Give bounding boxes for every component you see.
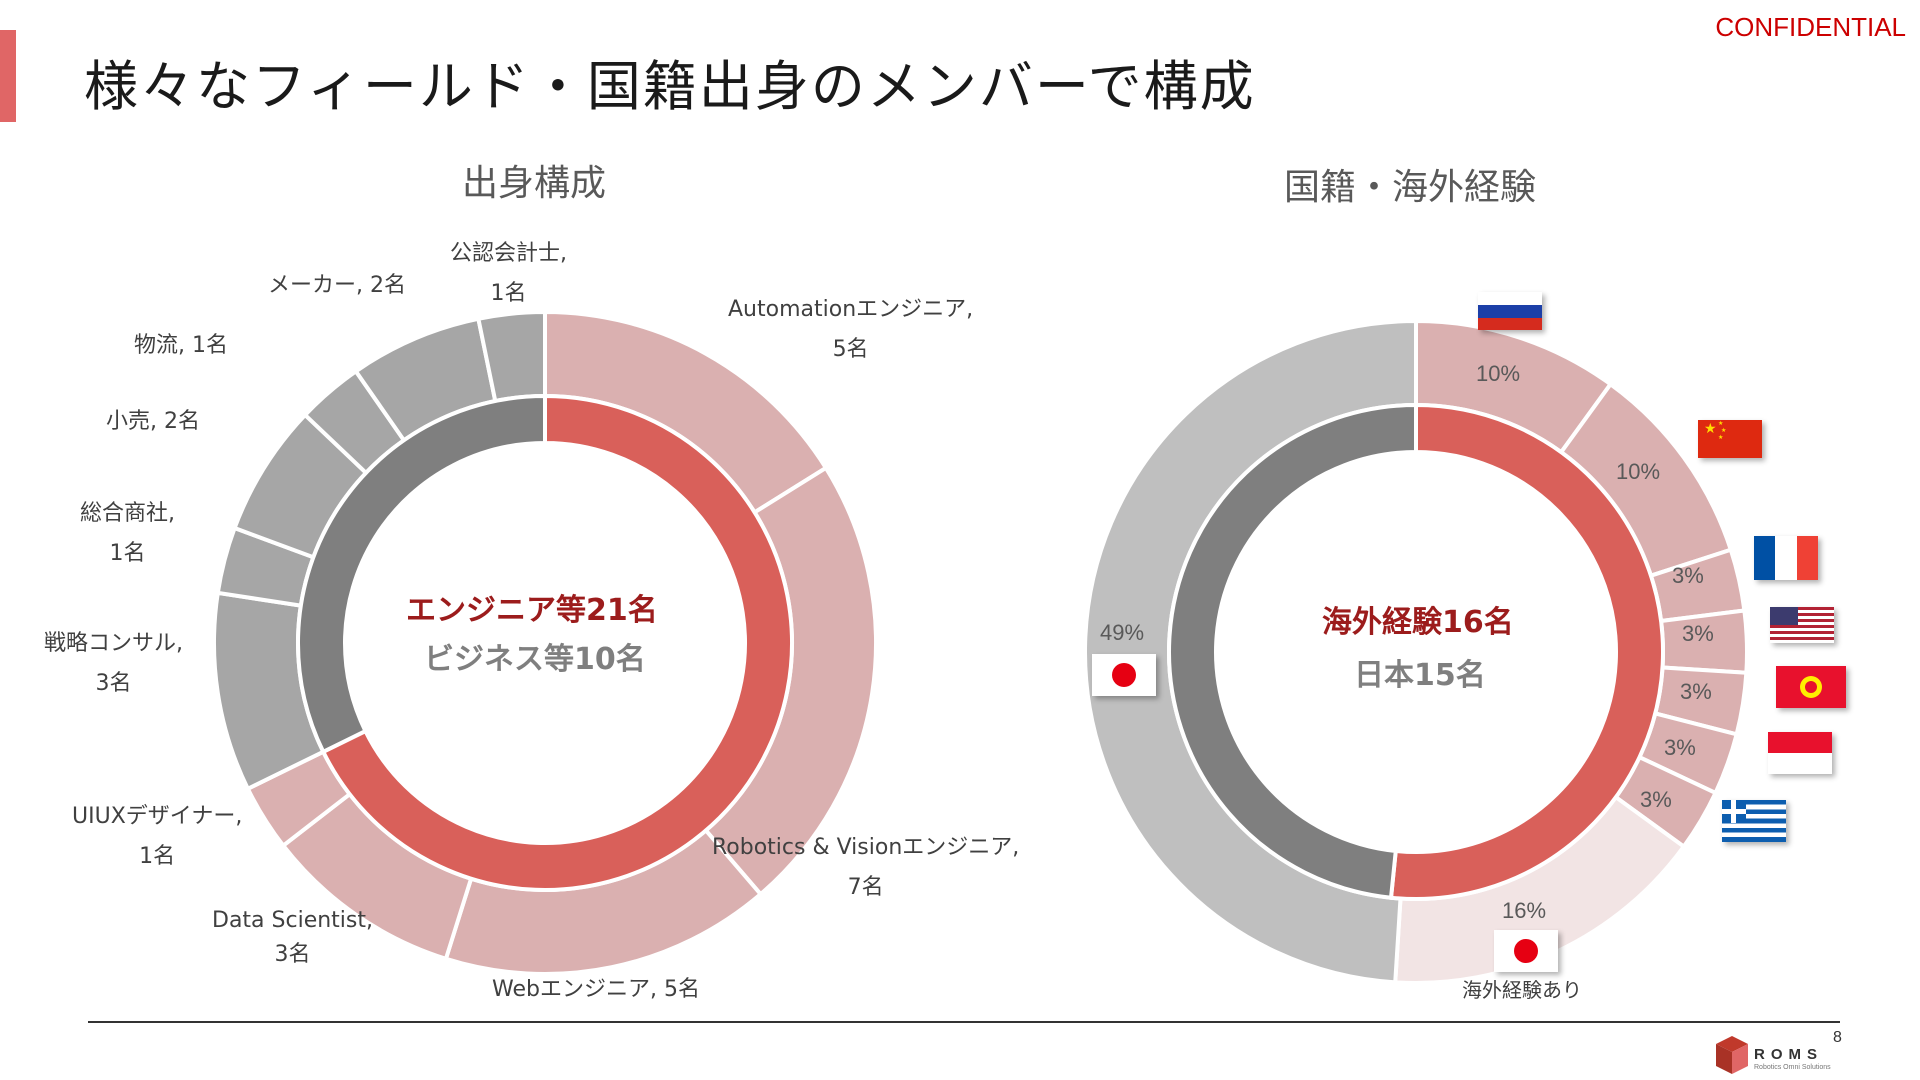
label-consulting: 戦略コンサル, 3名 <box>44 631 183 696</box>
japan-flag-icon <box>1092 654 1156 696</box>
donut-background <box>212 309 878 976</box>
label-web: Webエンジニア, 5名 <box>492 977 700 1002</box>
label-uiux: UIUXデザイナー, 1名 <box>72 804 243 869</box>
roms-logo-icon <box>1716 1036 1748 1074</box>
inner2-slice-0 <box>1388 402 1665 901</box>
inner2-slice-1 <box>1166 402 1418 900</box>
center-japan-count: 日本15名 <box>1354 658 1486 693</box>
greece-flag-icon <box>1722 800 1786 842</box>
indonesia-flag-icon <box>1768 732 1832 774</box>
pct-kyrgyzstan: 3% <box>1680 679 1712 704</box>
footer-divider <box>88 1021 1840 1023</box>
logo-text: ROMS <box>1754 1046 1823 1063</box>
label-accountant: 公認会計士, 1名 <box>450 241 567 306</box>
pct-usa: 3% <box>1682 621 1714 646</box>
label-maker: メーカー, 2名 <box>268 273 406 298</box>
france-flag-icon <box>1754 536 1818 580</box>
confidential-label: CONFIDENTIAL <box>1715 12 1906 42</box>
pct-japan: 49% <box>1100 620 1145 645</box>
label-automation: Automationエンジニア, 5名 <box>728 297 974 362</box>
label-robotics: Robotics & Visionエンジニア, 7名 <box>712 835 1020 900</box>
donut-nationality <box>1083 318 1749 985</box>
china-flag-icon: ★ ★ ★ ★ <box>1698 420 1762 458</box>
label-data-scientist: Data Scientist, 3名 <box>212 908 373 967</box>
center-engineer-count: エンジニア等21名 <box>406 593 658 628</box>
pct-russia: 10% <box>1476 361 1521 386</box>
title-accent-bar <box>0 30 16 122</box>
chart-title-nationality: 国籍・海外経験 <box>1284 167 1537 208</box>
chart-title-background: 出身構成 <box>462 163 607 204</box>
label-logistics: 物流, 1名 <box>134 333 228 358</box>
pct-japan-abroad: 16% <box>1502 898 1547 923</box>
label-trading: 総合商社, 1名 <box>80 501 175 566</box>
pct-france: 3% <box>1672 563 1704 588</box>
page-title: 様々なフィールド・国籍出身のメンバーで構成 <box>84 55 1256 118</box>
pct-china: 10% <box>1616 459 1661 484</box>
usa-flag-icon <box>1770 607 1834 643</box>
kyrgyzstan-flag-icon <box>1776 666 1846 708</box>
pct-greece: 3% <box>1640 787 1672 812</box>
inner1-slice-1 <box>296 393 547 755</box>
page-number: 8 <box>1833 1029 1842 1046</box>
inner1-slice-0 <box>320 393 794 892</box>
japan-flag-icon-abroad <box>1494 930 1558 972</box>
center-business-count: ビジネス等10名 <box>424 642 646 677</box>
center-overseas-count: 海外経験16名 <box>1322 605 1514 640</box>
label-retail: 小売, 2名 <box>106 409 200 434</box>
pct-indonesia: 3% <box>1664 735 1696 760</box>
logo-subtitle: Robotics Omni Solutions <box>1754 1064 1831 1071</box>
label-overseas-experience: 海外経験あり <box>1462 978 1582 1002</box>
russia-flag-icon <box>1478 292 1542 330</box>
